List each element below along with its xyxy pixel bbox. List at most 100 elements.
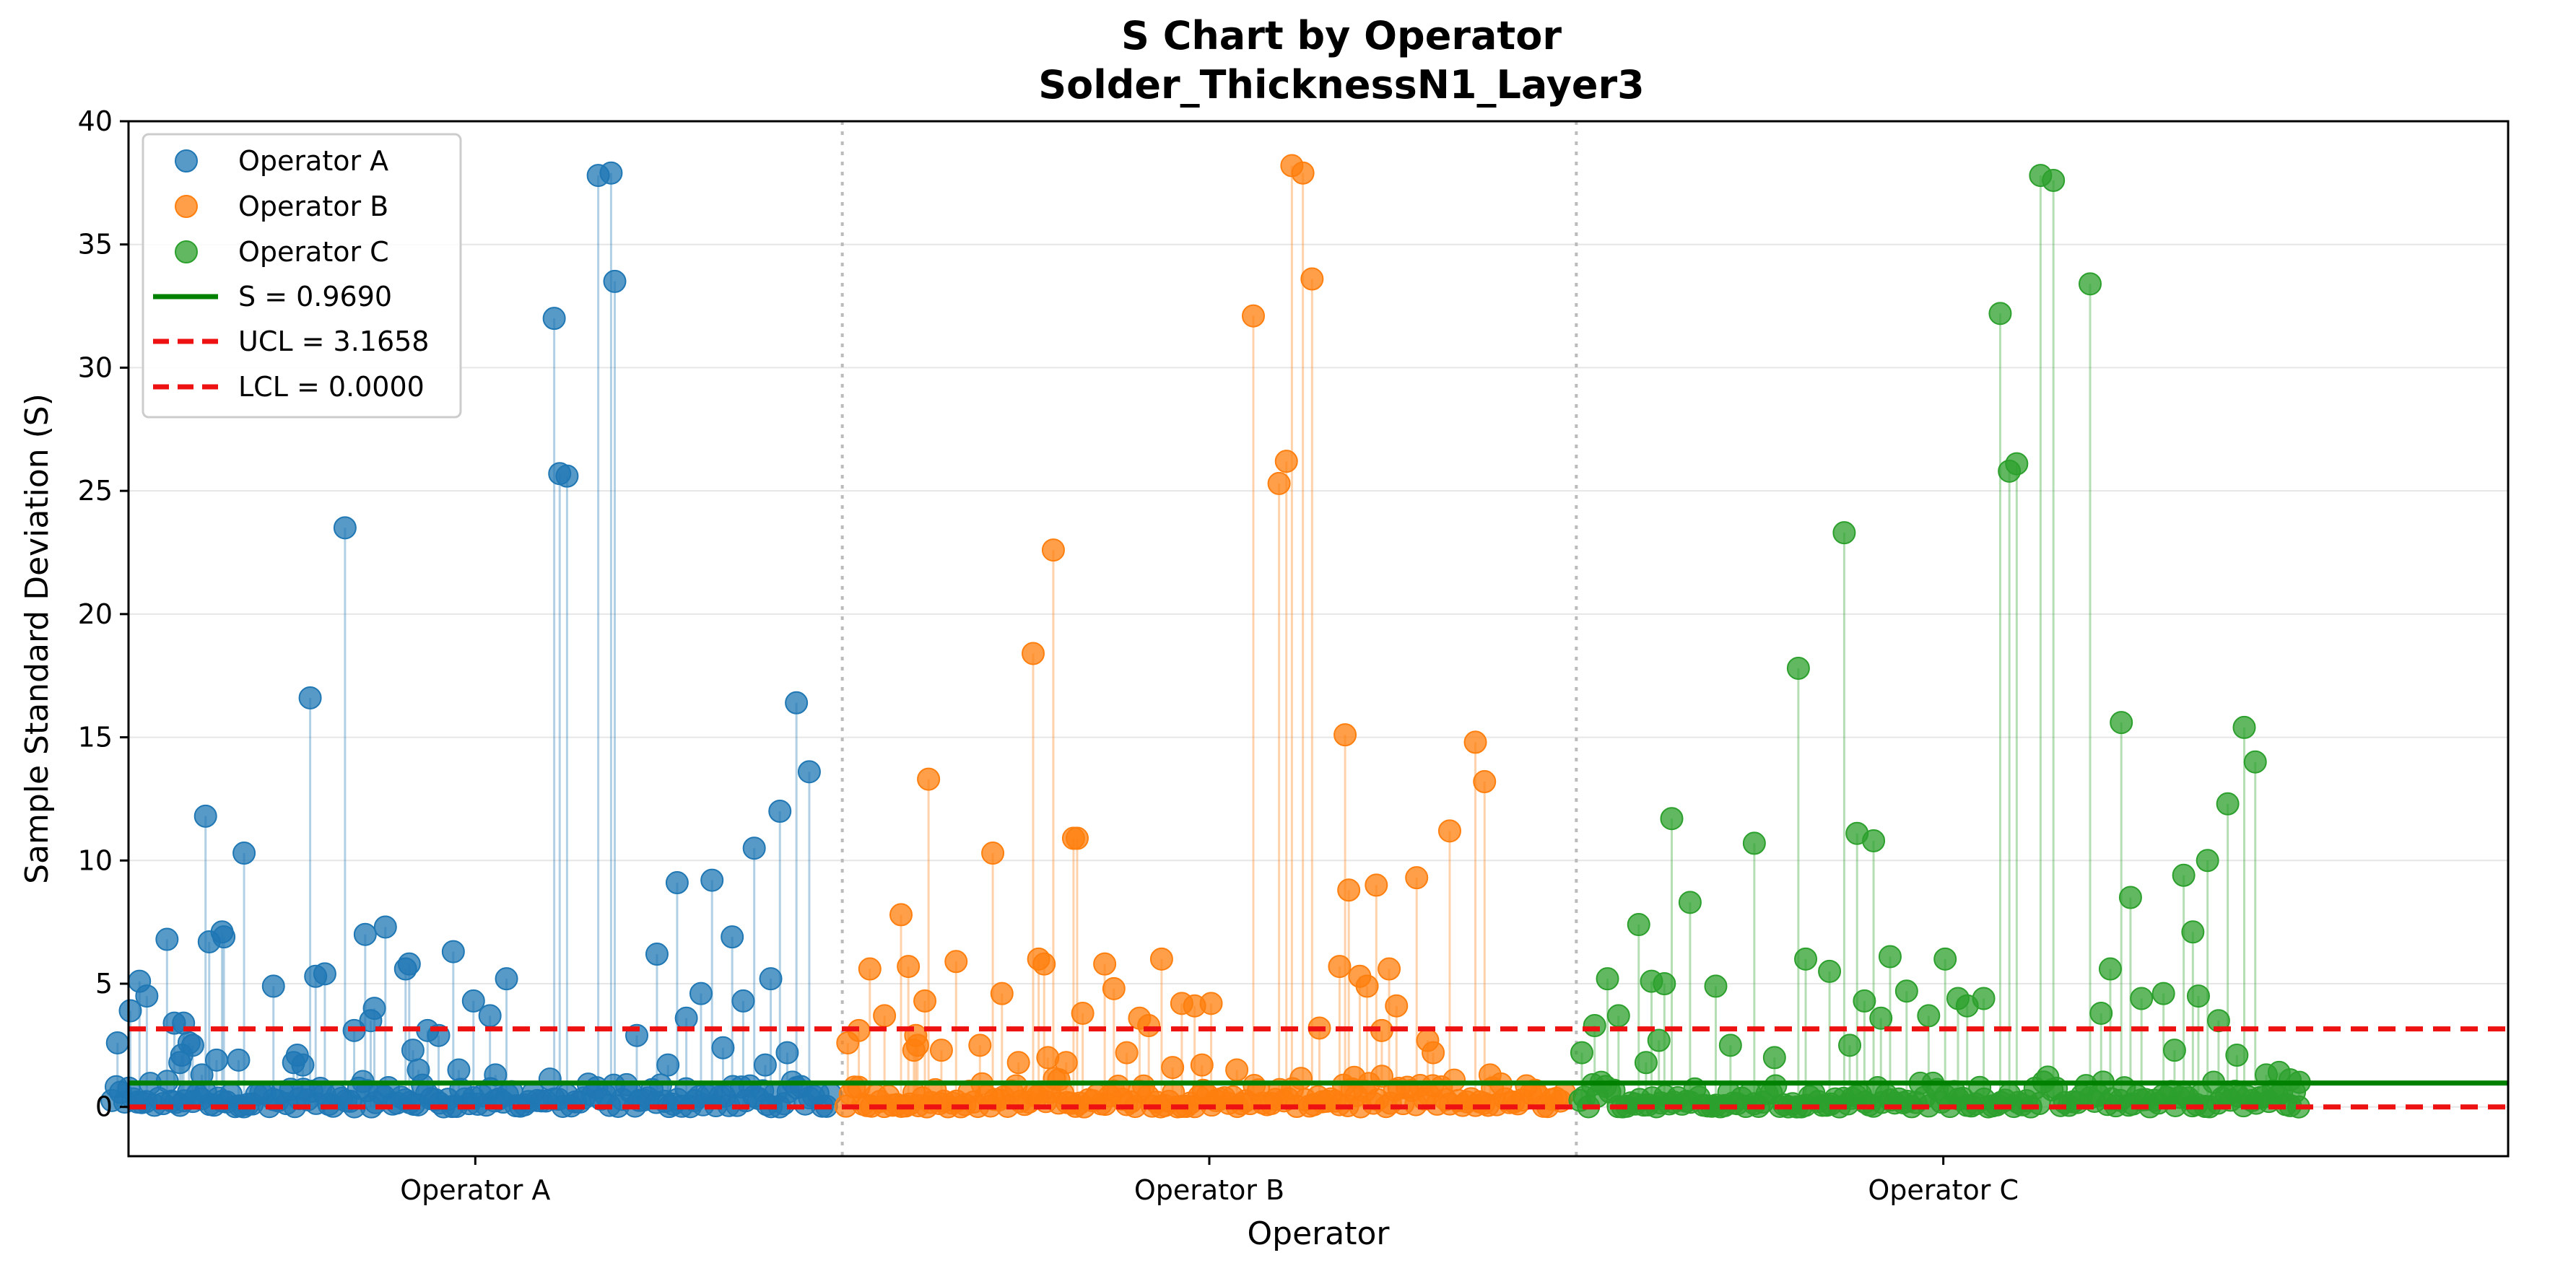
legend-marker-operator-c bbox=[175, 240, 198, 263]
data-point bbox=[353, 922, 377, 946]
data-point bbox=[785, 691, 809, 715]
data-point bbox=[291, 1053, 315, 1077]
data-point bbox=[873, 1004, 897, 1028]
y-tick-label: 30 bbox=[78, 351, 113, 383]
data-point bbox=[1422, 1041, 1445, 1065]
data-point bbox=[1190, 1053, 1214, 1077]
data-point bbox=[1365, 873, 1388, 897]
data-point bbox=[1933, 947, 1957, 971]
data-point bbox=[2172, 863, 2196, 887]
data-point bbox=[1161, 1056, 1185, 1080]
data-point bbox=[2206, 1009, 2230, 1033]
data-point bbox=[2162, 1039, 2186, 1062]
data-point bbox=[1267, 471, 1291, 495]
data-point bbox=[555, 464, 579, 488]
y-tick-label: 40 bbox=[78, 105, 113, 137]
data-point bbox=[397, 952, 421, 976]
data-point bbox=[204, 1048, 228, 1072]
data-point bbox=[944, 950, 968, 974]
data-point bbox=[227, 1048, 251, 1072]
data-point bbox=[2196, 849, 2219, 873]
baseline-point bbox=[1443, 1068, 1466, 1092]
data-point bbox=[1006, 1051, 1030, 1075]
data-point bbox=[2089, 1001, 2113, 1025]
data-point bbox=[1242, 304, 1265, 328]
data-point bbox=[118, 999, 142, 1023]
data-point bbox=[2079, 272, 2102, 296]
data-point bbox=[1473, 770, 1497, 794]
data-point bbox=[1405, 866, 1429, 890]
y-tick-label: 15 bbox=[78, 722, 113, 753]
data-point bbox=[232, 842, 256, 865]
data-point bbox=[1570, 1041, 1593, 1065]
data-point bbox=[180, 1034, 204, 1057]
data-point bbox=[1818, 959, 1842, 983]
data-point bbox=[1869, 1006, 1893, 1030]
data-point bbox=[190, 1063, 214, 1087]
data-point bbox=[753, 1053, 777, 1077]
y-tick-label: 20 bbox=[78, 598, 113, 630]
chart-subtitle: Solder_ThicknessN1_Layer3 bbox=[1038, 62, 1644, 108]
data-point bbox=[1032, 952, 1056, 976]
data-point bbox=[1274, 450, 1298, 473]
data-point bbox=[2151, 982, 2175, 1005]
data-point bbox=[917, 767, 941, 791]
data-point bbox=[333, 516, 357, 540]
data-point bbox=[1333, 723, 1357, 747]
data-point bbox=[1378, 957, 1401, 981]
data-point bbox=[1022, 642, 1045, 665]
data-point bbox=[1634, 1051, 1658, 1075]
data-point bbox=[1660, 807, 1684, 831]
data-point bbox=[990, 982, 1014, 1005]
data-point bbox=[645, 943, 669, 966]
data-point bbox=[905, 1034, 929, 1057]
y-tick-label: 5 bbox=[95, 968, 113, 1000]
data-point bbox=[1093, 952, 1117, 976]
data-point bbox=[1627, 913, 1650, 937]
data-point bbox=[759, 967, 783, 991]
control-lines bbox=[129, 1026, 2508, 1110]
data-point bbox=[2005, 452, 2029, 476]
data-point bbox=[1463, 730, 1487, 754]
data-point bbox=[656, 1053, 680, 1077]
data-point bbox=[406, 1058, 430, 1082]
y-axis-label: Sample Standard Deviation (S) bbox=[19, 393, 56, 884]
data-point bbox=[665, 871, 689, 895]
data-point bbox=[362, 997, 386, 1021]
data-point bbox=[689, 982, 713, 1005]
data-point bbox=[261, 974, 285, 998]
data-point bbox=[1786, 656, 1810, 680]
data-point bbox=[775, 1041, 799, 1065]
legend-label-center: S = 0.9690 bbox=[238, 281, 392, 313]
data-point bbox=[2232, 715, 2256, 739]
data-point bbox=[1102, 976, 1126, 1000]
data-point bbox=[484, 1063, 508, 1087]
data-point bbox=[1337, 878, 1361, 902]
data-point bbox=[711, 1036, 735, 1059]
data-point bbox=[1054, 1051, 1078, 1075]
data-point bbox=[858, 957, 882, 981]
data-point bbox=[2243, 750, 2267, 774]
x-axis-ticks: Operator A Operator B Operator C bbox=[400, 1156, 2019, 1206]
data-point bbox=[212, 925, 236, 949]
data-point bbox=[1583, 1014, 1606, 1038]
data-point bbox=[674, 1006, 698, 1030]
data-point bbox=[968, 1034, 992, 1057]
data-point bbox=[1291, 161, 1315, 185]
data-point bbox=[1606, 1004, 1630, 1028]
data-point bbox=[1137, 1014, 1161, 1038]
y-tick-label: 35 bbox=[78, 229, 113, 261]
data-point bbox=[603, 269, 627, 293]
data-point bbox=[2216, 792, 2240, 816]
data-point bbox=[1853, 989, 1876, 1013]
data-point bbox=[1071, 1001, 1095, 1025]
data-point bbox=[461, 989, 485, 1013]
data-point bbox=[2225, 1044, 2249, 1067]
data-point bbox=[1678, 891, 1702, 914]
data-point bbox=[105, 1031, 129, 1054]
data-point bbox=[1832, 521, 1856, 545]
data-point bbox=[1596, 967, 1619, 991]
data-point bbox=[155, 927, 179, 951]
data-point bbox=[981, 842, 1005, 865]
